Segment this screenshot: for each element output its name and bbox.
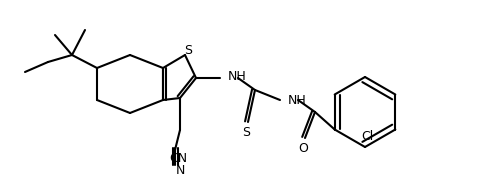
Text: O: O (298, 142, 308, 154)
Text: NH: NH (228, 69, 247, 82)
Text: CN: CN (169, 152, 187, 165)
Text: N: N (175, 163, 185, 176)
Text: NH: NH (288, 93, 307, 106)
Text: S: S (242, 126, 250, 138)
Text: S: S (184, 43, 192, 57)
Text: Cl: Cl (361, 130, 373, 144)
